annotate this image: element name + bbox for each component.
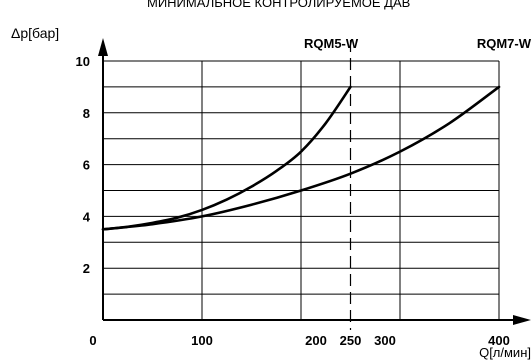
series-line-rqm7-w <box>101 85 501 231</box>
y-tick-label: 10 <box>76 54 90 69</box>
x-axis-arrow <box>513 315 531 325</box>
series-line-rqm5-w <box>101 85 352 231</box>
y-tick-label: 8 <box>83 106 90 121</box>
x-tick-label: 300 <box>374 333 396 348</box>
y-tick-label: 6 <box>83 158 90 173</box>
axes <box>98 38 531 325</box>
y-tick-label: 4 <box>83 209 91 224</box>
x-tick-label: 200 <box>305 333 327 348</box>
x-tick-label: 250 <box>340 333 362 348</box>
x-tick-label: 100 <box>191 333 213 348</box>
labels: МИНИМАЛЬНОЕ КОНТРОЛИРУЕМОЕ ДАВ Δp[бар] Q… <box>11 0 531 360</box>
series-label-rqm7: RQM7-W <box>477 36 531 51</box>
series-group <box>101 85 501 231</box>
y-axis-arrow <box>98 38 108 56</box>
series-label-rqm5: RQM5-W <box>304 36 359 51</box>
x-axis-label: Q[л/мин] <box>479 345 531 360</box>
y-tick-label: 2 <box>83 261 90 276</box>
x-tick-label: 0 <box>89 333 96 348</box>
x-tick-label: 400 <box>488 333 510 348</box>
y-axis-label: Δp[бар] <box>11 25 59 41</box>
chart-title: МИНИМАЛЬНОЕ КОНТРОЛИРУЕМОЕ ДАВ <box>147 0 410 10</box>
